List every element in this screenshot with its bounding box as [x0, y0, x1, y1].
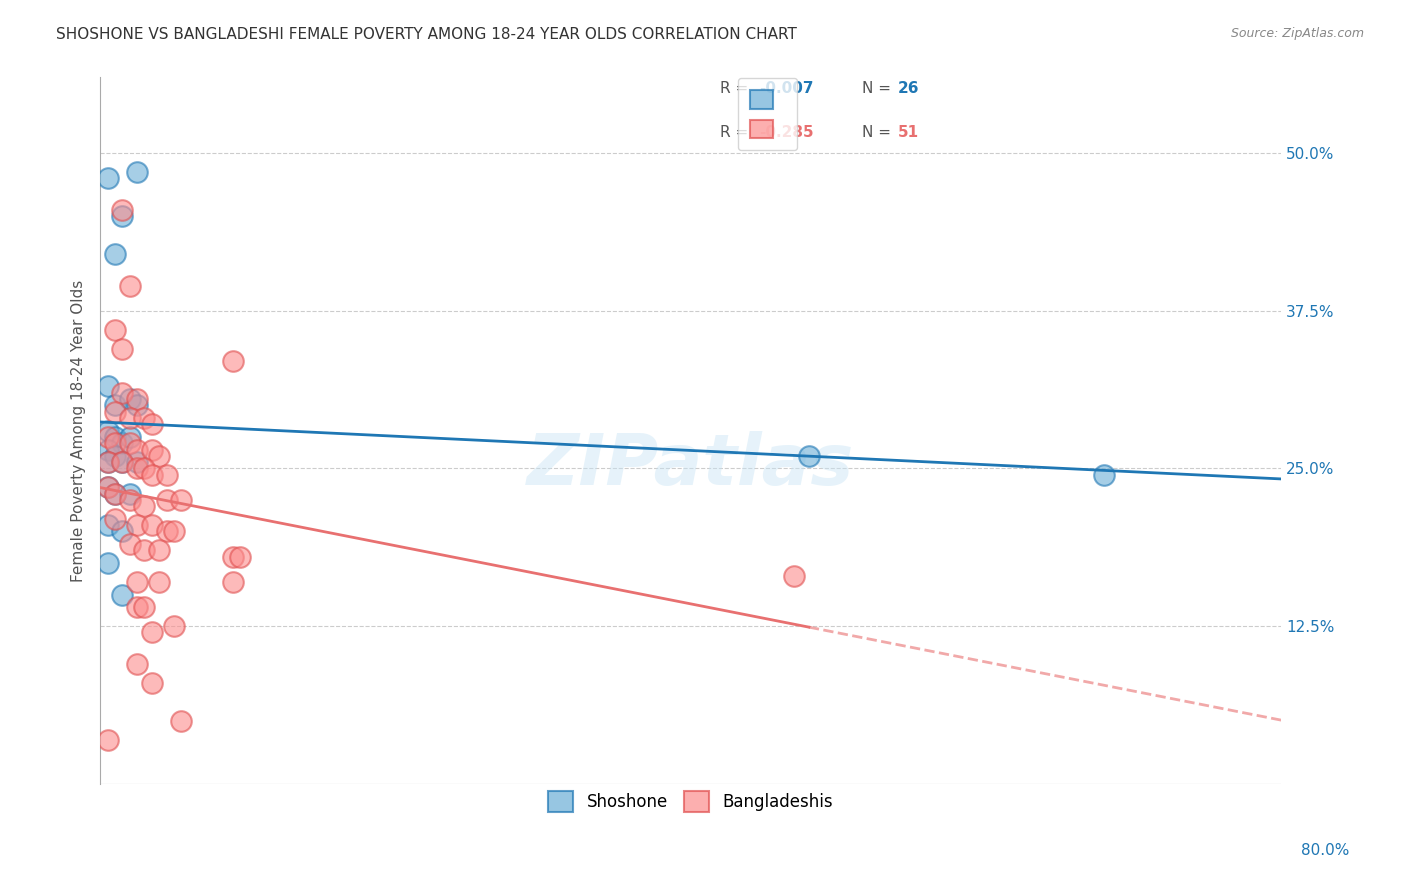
Point — [141, 625, 163, 640]
Text: 80.0%: 80.0% — [1302, 843, 1350, 858]
Point — [111, 524, 134, 539]
Point — [222, 549, 245, 564]
Point — [141, 676, 163, 690]
Point — [111, 385, 134, 400]
Point — [96, 732, 118, 747]
Point — [125, 442, 148, 457]
Point — [104, 486, 127, 500]
Point — [141, 518, 163, 533]
Point — [170, 492, 193, 507]
Point — [96, 455, 118, 469]
Point — [96, 455, 118, 469]
Point — [96, 442, 118, 457]
Point — [111, 209, 134, 223]
Point — [229, 549, 252, 564]
Point — [125, 165, 148, 179]
Text: R =: R = — [720, 81, 754, 96]
Point — [104, 486, 127, 500]
Point — [96, 171, 118, 186]
Point — [111, 588, 134, 602]
Point — [148, 449, 170, 463]
Point — [170, 714, 193, 728]
Text: N =: N = — [862, 126, 896, 140]
Point — [104, 398, 127, 412]
Point — [96, 556, 118, 570]
Point — [96, 480, 118, 494]
Point — [163, 619, 186, 633]
Point — [148, 574, 170, 589]
Point — [222, 574, 245, 589]
Point — [134, 411, 156, 425]
Point — [118, 430, 141, 444]
Text: -0.007: -0.007 — [759, 81, 814, 96]
Point — [104, 405, 127, 419]
Point — [783, 568, 806, 582]
Text: SHOSHONE VS BANGLADESHI FEMALE POVERTY AMONG 18-24 YEAR OLDS CORRELATION CHART: SHOSHONE VS BANGLADESHI FEMALE POVERTY A… — [56, 27, 797, 42]
Text: 26: 26 — [897, 81, 920, 96]
Point — [141, 467, 163, 482]
Point — [96, 424, 118, 438]
Y-axis label: Female Poverty Among 18-24 Year Olds: Female Poverty Among 18-24 Year Olds — [72, 279, 86, 582]
Text: ZIPatlas: ZIPatlas — [527, 432, 855, 500]
Point — [125, 455, 148, 469]
Point — [96, 430, 118, 444]
Point — [96, 379, 118, 393]
Point — [96, 518, 118, 533]
Point — [797, 449, 820, 463]
Point — [155, 492, 177, 507]
Point — [104, 449, 127, 463]
Text: 51: 51 — [897, 126, 918, 140]
Text: -0.285: -0.285 — [759, 126, 814, 140]
Point — [111, 342, 134, 356]
Point — [125, 574, 148, 589]
Point — [134, 461, 156, 475]
Point — [125, 657, 148, 671]
Point — [155, 524, 177, 539]
Point — [111, 202, 134, 217]
Point — [125, 518, 148, 533]
Point — [104, 430, 127, 444]
Point — [141, 417, 163, 432]
Point — [96, 480, 118, 494]
Point — [1092, 467, 1115, 482]
Point — [118, 537, 141, 551]
Point — [148, 543, 170, 558]
Point — [134, 600, 156, 615]
Point — [155, 467, 177, 482]
Point — [111, 436, 134, 450]
Legend: Shoshone, Bangladeshis: Shoshone, Bangladeshis — [534, 778, 846, 825]
Text: R =: R = — [720, 126, 754, 140]
Point — [125, 600, 148, 615]
Point — [118, 411, 141, 425]
Point — [118, 278, 141, 293]
Text: N =: N = — [862, 81, 896, 96]
Point — [222, 354, 245, 368]
Point — [141, 442, 163, 457]
Point — [134, 500, 156, 514]
Point — [118, 486, 141, 500]
Point — [118, 436, 141, 450]
Point — [111, 455, 134, 469]
Point — [118, 392, 141, 406]
Point — [104, 512, 127, 526]
Point — [125, 461, 148, 475]
Point — [104, 436, 127, 450]
Point — [134, 543, 156, 558]
Point — [104, 247, 127, 261]
Point — [163, 524, 186, 539]
Point — [111, 455, 134, 469]
Point — [125, 392, 148, 406]
Point — [118, 492, 141, 507]
Point — [125, 398, 148, 412]
Point — [104, 323, 127, 337]
Text: Source: ZipAtlas.com: Source: ZipAtlas.com — [1230, 27, 1364, 40]
